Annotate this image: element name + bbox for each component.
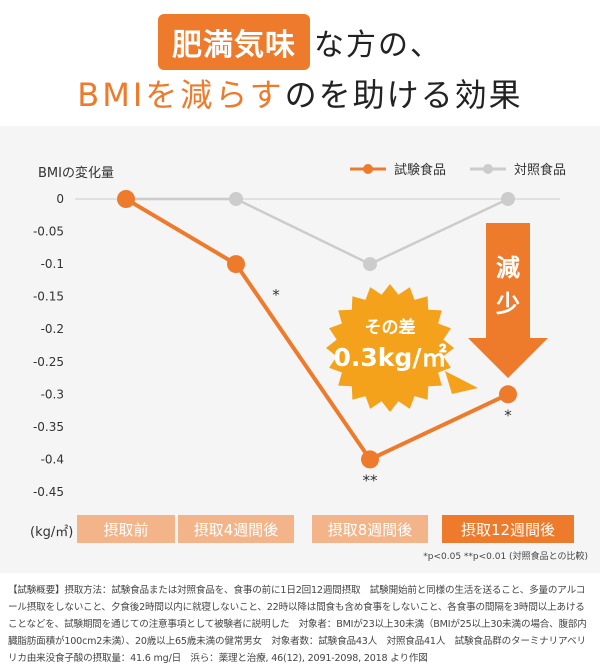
control-food-line: [126, 197, 509, 266]
y-tick-label: -0.45: [33, 485, 64, 499]
burst-pointer: [445, 371, 478, 394]
decrease-arrow: 減少: [468, 223, 548, 378]
burst-shape: [326, 284, 454, 412]
test-food-line: [124, 197, 509, 462]
category-label-box: [178, 515, 294, 543]
legend: 試験食品 対照食品: [350, 162, 566, 178]
significance-mark: **: [363, 471, 379, 489]
control-food-point: [229, 192, 243, 206]
legend-swatch-marker: [363, 164, 373, 174]
chart-panel: 0 -0.05 -0.1 -0.15 -0.2 -0.25 -0.3 -0.35 -0.4 -0.…: [0, 126, 600, 573]
test-food-point: [117, 190, 135, 208]
headline-line2: BMIを減らすのを助ける効果: [0, 70, 600, 116]
y-tick-label: -0.2: [41, 322, 64, 336]
y-tick-label: -0.1: [41, 257, 64, 271]
category-label: 摂取8週間後: [328, 521, 413, 539]
burst-line2: 0.3kg/㎡: [334, 343, 447, 372]
y-tick-label: -0.3: [41, 387, 64, 401]
arrow-shape: [468, 223, 548, 378]
category-label: 摂取4週間後: [194, 521, 279, 539]
difference-burst: その差 0.3kg/㎡: [326, 284, 478, 412]
category-label-box: [312, 515, 428, 543]
y-tick-label: -0.35: [33, 420, 64, 434]
arrow-label-char: 減: [496, 254, 520, 282]
legend-label: 対照食品: [514, 162, 566, 178]
unit-label: (kg/㎡): [30, 525, 73, 540]
significance-note: *p<0.05 **p<0.01 (対照食品との比較): [423, 550, 588, 562]
y-tick-labels: 0 -0.05 -0.1 -0.15 -0.2 -0.25 -0.3 -0.35 -0.4 -0.…: [33, 192, 64, 499]
significance-mark: *: [272, 286, 280, 304]
control-food-point: [501, 192, 515, 206]
control-food-point: [363, 257, 377, 272]
x-category-labels: 摂取前 摂取4週間後 摂取8週間後 摂取12週間後: [77, 515, 574, 543]
test-food-point: [227, 255, 245, 274]
y-tick-label: 0: [56, 192, 64, 206]
series-layer: ****: [117, 190, 517, 489]
headline-line1: 肥満気味 な方の、: [0, 14, 600, 70]
headline-line1-rest: な方の、: [314, 28, 442, 63]
y-tick-label: -0.15: [33, 290, 64, 304]
study-footnote: 【試験概要】摂取方法：試験食品または対照食品を、食事の前に1日2回12週間摂取 …: [8, 585, 587, 664]
test-food-point: [361, 450, 379, 469]
headline-effect-text: のを助ける効果: [284, 76, 523, 114]
bmi-change-chart: 0 -0.05 -0.1 -0.15 -0.2 -0.25 -0.3 -0.35 -0.4 -0.…: [30, 162, 588, 562]
y-tick-label: -0.4: [41, 452, 64, 466]
legend-label: 試験食品: [394, 162, 446, 178]
significance-mark: *: [504, 406, 512, 424]
headline-highlight: 肥満気味: [158, 14, 310, 70]
legend-swatch-marker: [483, 164, 493, 174]
y-tick-label: -0.05: [33, 225, 64, 239]
category-label: 摂取12週間後: [461, 521, 555, 539]
headline-bmi-text: BMIを減らす: [77, 76, 285, 114]
y-tick-label: -0.25: [33, 355, 64, 369]
burst-line1: その差: [365, 317, 416, 338]
category-label-box: [77, 515, 175, 543]
test-food-point: [499, 385, 517, 404]
arrow-label-char: 少: [495, 290, 520, 318]
headline: 肥満気味 な方の、 BMIを減らすのを助ける効果: [0, 0, 600, 128]
category-label-box: [442, 515, 574, 543]
y-axis-label: BMIの変化量: [38, 165, 114, 181]
category-label: 摂取前: [103, 521, 148, 539]
